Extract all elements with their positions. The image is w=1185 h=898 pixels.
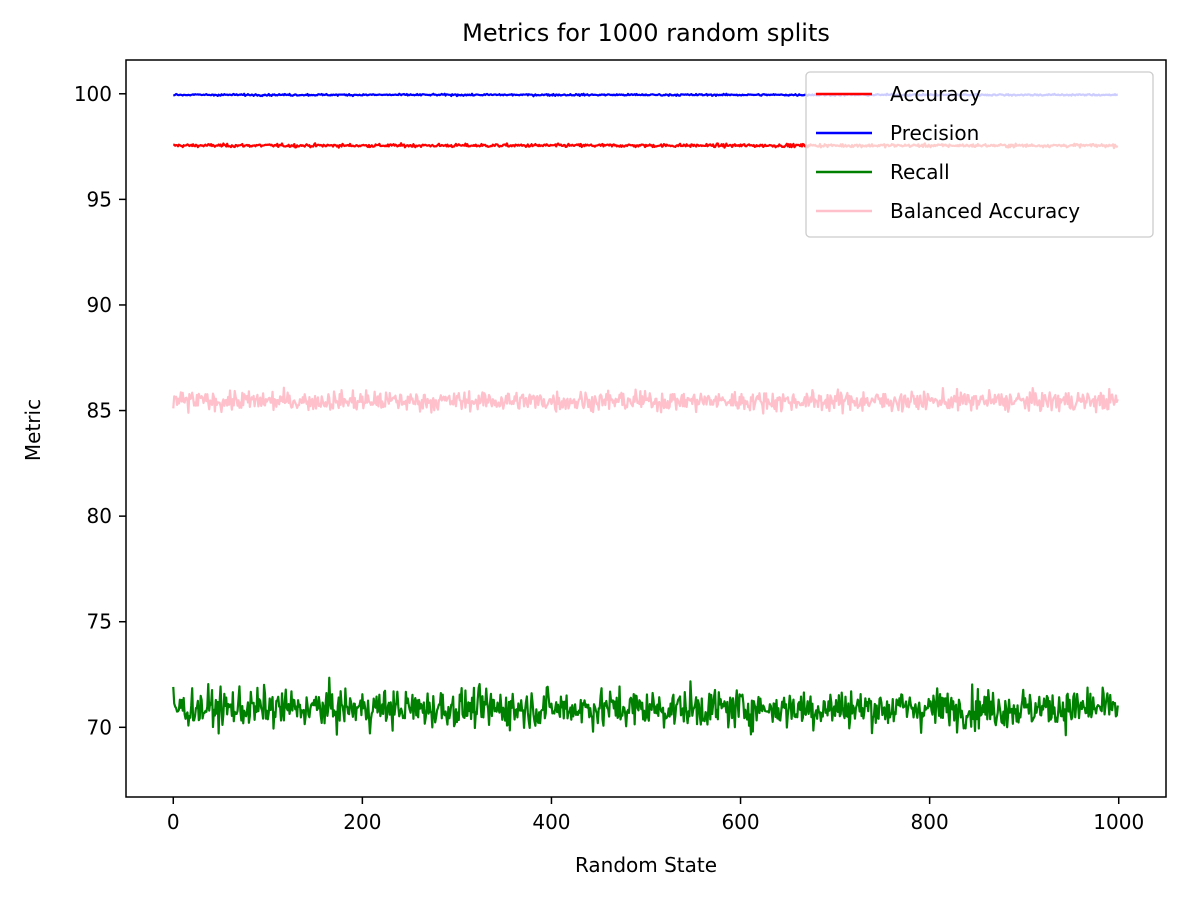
y-tick-label: 100 — [74, 82, 112, 106]
x-tick-label: 200 — [343, 810, 381, 834]
y-axis-ticks: 70 75 80 85 90 95 100 — [74, 82, 126, 739]
series-line-recall — [172, 676, 1119, 737]
axes-frame — [125, 59, 1167, 798]
legend-label: Precision — [890, 121, 979, 145]
x-tick-label: 600 — [721, 810, 759, 834]
chart-title: Metrics for 1000 random splits — [462, 19, 830, 47]
x-axis-ticks: 0 200 400 600 800 1000 — [167, 797, 1144, 834]
x-tick-label: 400 — [532, 810, 570, 834]
x-tick-label: 800 — [911, 810, 949, 834]
x-axis-label: Random State — [575, 853, 717, 877]
legend-box — [805, 71, 1154, 238]
x-tick-label: 1000 — [1093, 810, 1144, 834]
series-line-balanced-accuracy — [172, 386, 1119, 415]
legend-label: Balanced Accuracy — [890, 199, 1080, 223]
legend: Accuracy Precision Recall Balanced Accuracy — [805, 71, 1154, 238]
legend-entries: Accuracy Precision Recall Balanced Accuracy — [816, 82, 1080, 223]
legend-label: Accuracy — [890, 82, 981, 106]
y-axis-label: Metric — [21, 399, 45, 461]
legend-label: Recall — [890, 160, 950, 184]
y-tick-label: 85 — [87, 399, 112, 423]
y-tick-label: 90 — [87, 293, 112, 317]
y-tick-label: 95 — [87, 187, 112, 211]
x-tick-label: 0 — [167, 810, 180, 834]
y-tick-label: 70 — [87, 715, 112, 739]
y-tick-label: 80 — [87, 504, 112, 528]
y-tick-label: 75 — [87, 610, 112, 634]
